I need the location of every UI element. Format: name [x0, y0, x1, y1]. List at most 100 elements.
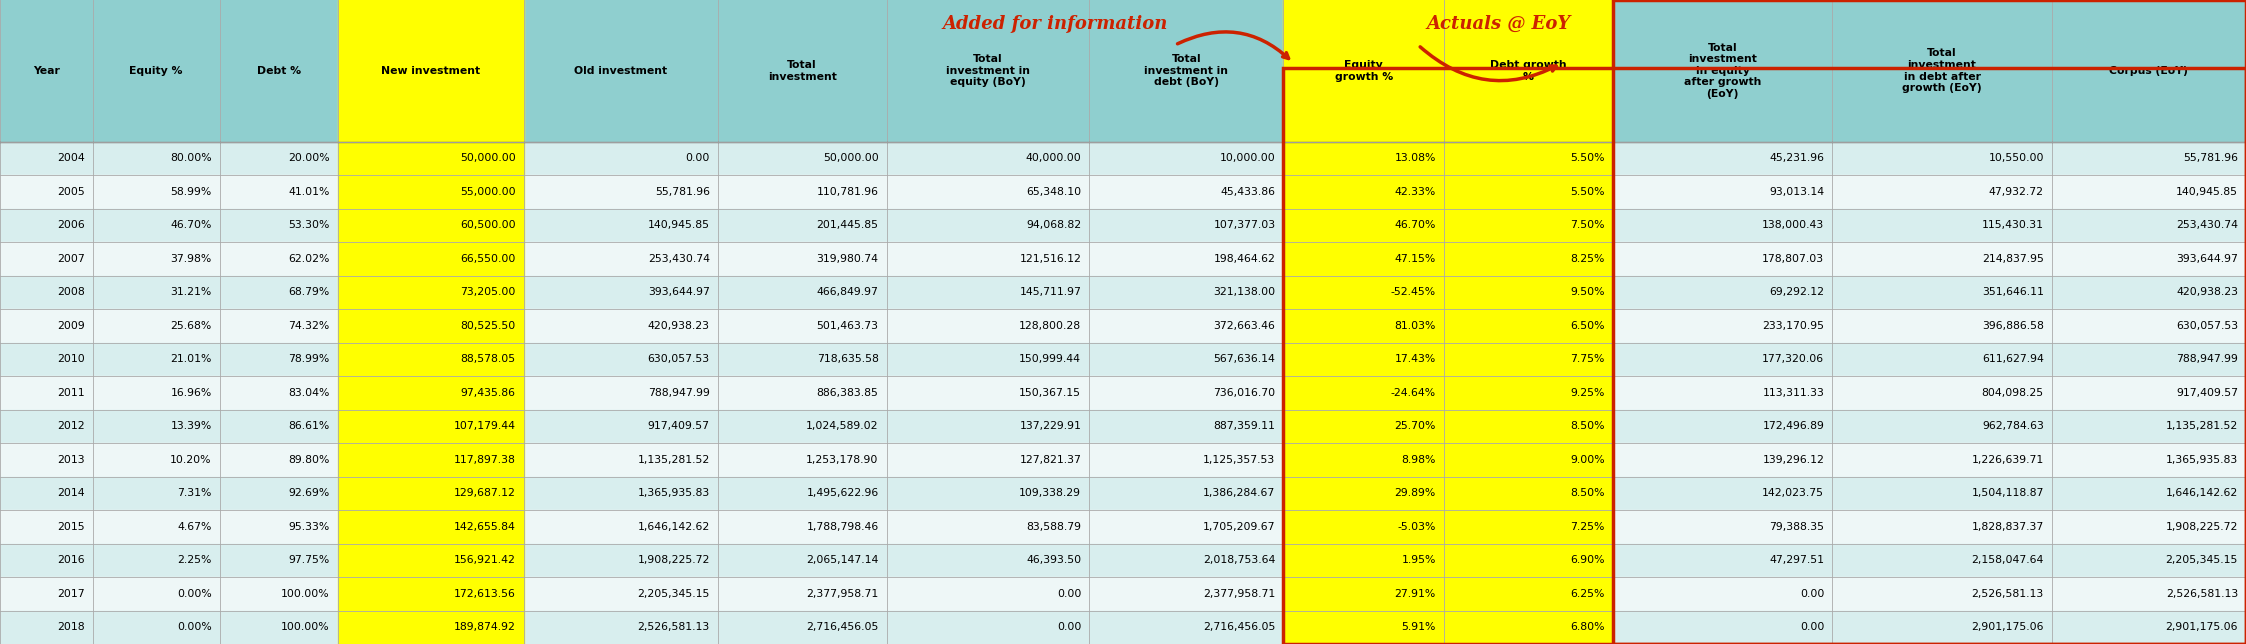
Text: 2,018,753.64: 2,018,753.64	[1204, 555, 1276, 565]
Bar	[1282, 68, 2246, 644]
Text: 718,635.58: 718,635.58	[818, 354, 878, 365]
Text: 189,874.92: 189,874.92	[454, 622, 517, 632]
Text: 466,849.97: 466,849.97	[818, 287, 878, 298]
Text: 1.95%: 1.95%	[1402, 555, 1435, 565]
Text: Debt growth
%: Debt growth %	[1489, 60, 1568, 82]
Text: Debt %: Debt %	[256, 66, 301, 76]
Text: 80.00%: 80.00%	[171, 153, 211, 164]
Text: 139,296.12: 139,296.12	[1763, 455, 1824, 465]
Text: 83.04%: 83.04%	[287, 388, 330, 398]
Text: 156,921.42: 156,921.42	[454, 555, 517, 565]
Text: 2007: 2007	[56, 254, 85, 264]
Text: 9.50%: 9.50%	[1570, 287, 1604, 298]
Text: 79,388.35: 79,388.35	[1770, 522, 1824, 532]
Text: 1,365,935.83: 1,365,935.83	[2165, 455, 2237, 465]
Text: 45,433.86: 45,433.86	[1220, 187, 1276, 197]
Text: 117,897.38: 117,897.38	[454, 455, 517, 465]
Text: 42.33%: 42.33%	[1395, 187, 1435, 197]
Text: 253,430.74: 253,430.74	[647, 254, 710, 264]
Text: 2012: 2012	[56, 421, 85, 431]
Text: 9.00%: 9.00%	[1570, 455, 1604, 465]
Text: 83,588.79: 83,588.79	[1026, 522, 1080, 532]
Text: 319,980.74: 319,980.74	[818, 254, 878, 264]
Text: 5.91%: 5.91%	[1402, 622, 1435, 632]
Bar	[0, 544, 2246, 577]
Text: 1,504,118.87: 1,504,118.87	[1972, 488, 2044, 498]
Bar	[0, 242, 2246, 276]
Text: 0.00%: 0.00%	[177, 622, 211, 632]
Text: 1,788,798.46: 1,788,798.46	[806, 522, 878, 532]
Text: -5.03%: -5.03%	[1397, 522, 1435, 532]
Text: 5.50%: 5.50%	[1570, 187, 1604, 197]
Text: 41.01%: 41.01%	[287, 187, 330, 197]
Bar	[1282, 142, 1444, 175]
Text: 65,348.10: 65,348.10	[1026, 187, 1080, 197]
Bar	[0, 0, 2246, 142]
Bar	[1444, 142, 1613, 175]
Text: 46.70%: 46.70%	[1395, 220, 1435, 231]
Text: 2,716,456.05: 2,716,456.05	[1204, 622, 1276, 632]
Bar	[0, 611, 2246, 644]
Text: 4.67%: 4.67%	[177, 522, 211, 532]
Text: 93,013.14: 93,013.14	[1770, 187, 1824, 197]
Text: 501,463.73: 501,463.73	[818, 321, 878, 331]
Text: 46.70%: 46.70%	[171, 220, 211, 231]
Bar	[1613, 0, 2246, 644]
Bar	[337, 276, 523, 309]
Bar	[337, 510, 523, 544]
Text: 95.33%: 95.33%	[287, 522, 330, 532]
Bar	[1282, 343, 1444, 376]
Text: 47.15%: 47.15%	[1395, 254, 1435, 264]
Text: 9.25%: 9.25%	[1570, 388, 1604, 398]
Bar	[337, 343, 523, 376]
Text: 2.25%: 2.25%	[177, 555, 211, 565]
Text: 2,901,175.06: 2,901,175.06	[1972, 622, 2044, 632]
Text: 142,023.75: 142,023.75	[1763, 488, 1824, 498]
Text: 80,525.50: 80,525.50	[460, 321, 517, 331]
Text: 1,253,178.90: 1,253,178.90	[806, 455, 878, 465]
Text: 736,016.70: 736,016.70	[1213, 388, 1276, 398]
Text: 7.50%: 7.50%	[1570, 220, 1604, 231]
Text: 2016: 2016	[56, 555, 85, 565]
Bar	[1444, 175, 1613, 209]
Text: 97,435.86: 97,435.86	[460, 388, 517, 398]
Text: 2,526,581.13: 2,526,581.13	[638, 622, 710, 632]
Bar	[1282, 175, 1444, 209]
Bar	[1444, 376, 1613, 410]
Text: 630,057.53: 630,057.53	[647, 354, 710, 365]
Text: 6.80%: 6.80%	[1570, 622, 1604, 632]
Text: 2018: 2018	[56, 622, 85, 632]
Text: 201,445.85: 201,445.85	[818, 220, 878, 231]
Text: New investment: New investment	[382, 66, 481, 76]
Text: 233,170.95: 233,170.95	[1763, 321, 1824, 331]
Bar	[1444, 477, 1613, 510]
Text: 420,938.23: 420,938.23	[2176, 287, 2237, 298]
Text: Total
investment
in debt after
growth (EoY): Total investment in debt after growth (E…	[1902, 48, 1981, 93]
Text: 198,464.62: 198,464.62	[1213, 254, 1276, 264]
Bar	[1282, 577, 1444, 611]
Bar	[337, 309, 523, 343]
Text: 2004: 2004	[56, 153, 85, 164]
Text: 2017: 2017	[56, 589, 85, 599]
Text: 8.50%: 8.50%	[1570, 421, 1604, 431]
Text: 1,646,142.62: 1,646,142.62	[638, 522, 710, 532]
Text: 2011: 2011	[56, 388, 85, 398]
Text: 887,359.11: 887,359.11	[1213, 421, 1276, 431]
Text: 55,000.00: 55,000.00	[460, 187, 517, 197]
Text: 31.21%: 31.21%	[171, 287, 211, 298]
Text: 2010: 2010	[56, 354, 85, 365]
Text: Total
investment in
debt (BoY): Total investment in debt (BoY)	[1143, 54, 1229, 88]
Text: 142,655.84: 142,655.84	[454, 522, 517, 532]
Text: 86.61%: 86.61%	[287, 421, 330, 431]
Text: 2,158,047.64: 2,158,047.64	[1972, 555, 2044, 565]
Text: 886,383.85: 886,383.85	[818, 388, 878, 398]
Text: 1,495,622.96: 1,495,622.96	[806, 488, 878, 498]
Text: 6.50%: 6.50%	[1570, 321, 1604, 331]
Text: 100.00%: 100.00%	[281, 589, 330, 599]
Text: 10,550.00: 10,550.00	[1988, 153, 2044, 164]
Text: 97.75%: 97.75%	[287, 555, 330, 565]
Bar	[0, 309, 2246, 343]
Text: 21.01%: 21.01%	[171, 354, 211, 365]
Text: 0.00: 0.00	[1058, 622, 1080, 632]
Text: 0.00: 0.00	[1058, 589, 1080, 599]
